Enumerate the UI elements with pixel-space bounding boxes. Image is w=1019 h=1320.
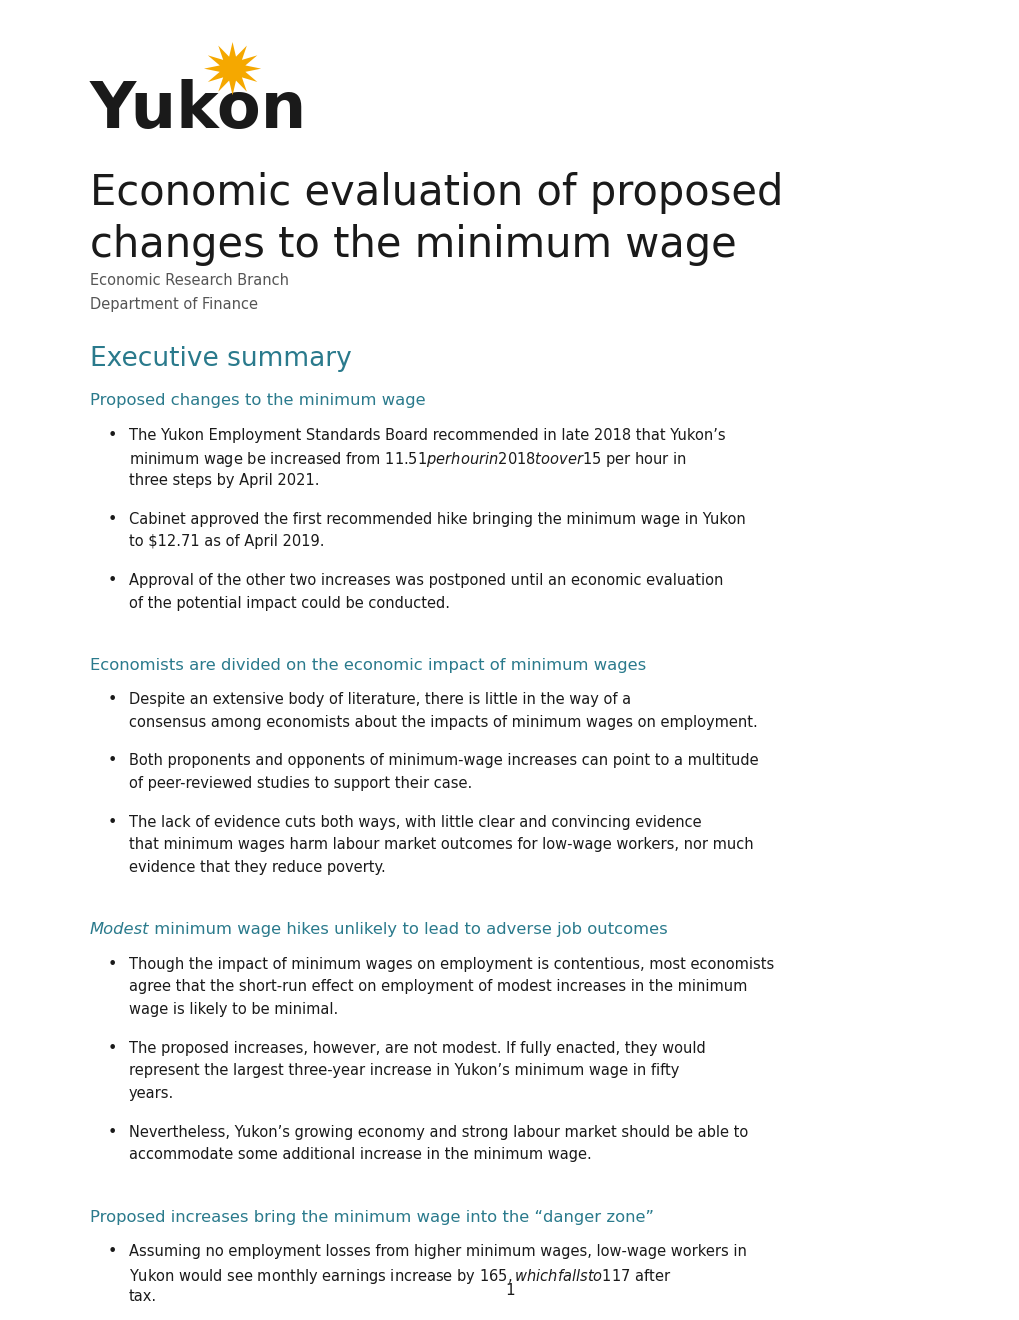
Text: •: • (107, 573, 117, 587)
Text: of peer-reviewed studies to support their case.: of peer-reviewed studies to support thei… (128, 776, 472, 791)
Text: Both proponents and opponents of minimum-wage increases can point to a multitude: Both proponents and opponents of minimum… (128, 754, 757, 768)
Text: The proposed increases, however, are not modest. If fully enacted, they would: The proposed increases, however, are not… (128, 1040, 704, 1056)
Text: tax.: tax. (128, 1290, 157, 1304)
Text: Modest: Modest (90, 923, 149, 937)
Text: changes to the minimum wage: changes to the minimum wage (90, 224, 736, 267)
Text: of the potential impact could be conducted.: of the potential impact could be conduct… (128, 595, 449, 611)
Text: evidence that they reduce poverty.: evidence that they reduce poverty. (128, 861, 385, 875)
Text: three steps by April 2021.: three steps by April 2021. (128, 473, 319, 488)
Text: Executive summary: Executive summary (90, 346, 352, 372)
Text: minimum wage be increased from $11.51 per hour in 2018 to over $15 per hour in: minimum wage be increased from $11.51 pe… (128, 450, 686, 470)
Text: Nevertheless, Yukon’s growing economy and strong labour market should be able to: Nevertheless, Yukon’s growing economy an… (128, 1125, 747, 1139)
Text: The lack of evidence cuts both ways, with little clear and convincing evidence: The lack of evidence cuts both ways, wit… (128, 814, 700, 830)
Text: Proposed changes to the minimum wage: Proposed changes to the minimum wage (90, 393, 425, 408)
Text: Department of Finance: Department of Finance (90, 297, 258, 312)
Text: Economic Research Branch: Economic Research Branch (90, 273, 288, 288)
Text: wage is likely to be minimal.: wage is likely to be minimal. (128, 1002, 337, 1018)
Text: The Yukon Employment Standards Board recommended in late 2018 that Yukon’s: The Yukon Employment Standards Board rec… (128, 428, 725, 442)
Text: Yukon: Yukon (90, 79, 307, 141)
Text: •: • (107, 428, 117, 442)
Text: Yukon would see monthly earnings increase by $165, which falls to $117 after: Yukon would see monthly earnings increas… (128, 1267, 671, 1286)
Text: •: • (107, 692, 117, 708)
Text: Economic evaluation of proposed: Economic evaluation of proposed (90, 172, 783, 214)
Text: represent the largest three-year increase in Yukon’s minimum wage in fifty: represent the largest three-year increas… (128, 1064, 679, 1078)
Text: Proposed increases bring the minimum wage into the “danger zone”: Proposed increases bring the minimum wag… (90, 1209, 653, 1225)
Text: years.: years. (128, 1086, 173, 1101)
Text: Approval of the other two increases was postponed until an economic evaluation: Approval of the other two increases was … (128, 573, 722, 587)
Text: •: • (107, 512, 117, 527)
Text: Economists are divided on the economic impact of minimum wages: Economists are divided on the economic i… (90, 657, 645, 673)
Text: that minimum wages harm labour market outcomes for low-wage workers, nor much: that minimum wages harm labour market ou… (128, 837, 752, 853)
Polygon shape (204, 42, 261, 95)
Text: •: • (107, 754, 117, 768)
Text: Though the impact of minimum wages on employment is contentious, most economists: Though the impact of minimum wages on em… (128, 957, 773, 972)
Text: •: • (107, 1125, 117, 1139)
Text: •: • (107, 1040, 117, 1056)
Text: Cabinet approved the first recommended hike bringing the minimum wage in Yukon: Cabinet approved the first recommended h… (128, 512, 745, 527)
Text: to $12.71 as of April 2019.: to $12.71 as of April 2019. (128, 535, 324, 549)
Text: Despite an extensive body of literature, there is little in the way of a: Despite an extensive body of literature,… (128, 692, 630, 708)
Text: agree that the short-run effect on employment of modest increases in the minimum: agree that the short-run effect on emplo… (128, 979, 746, 994)
Text: •: • (107, 814, 117, 830)
Text: Assuming no employment losses from higher minimum wages, low-wage workers in: Assuming no employment losses from highe… (128, 1243, 746, 1259)
Text: minimum wage hikes unlikely to lead to adverse job outcomes: minimum wage hikes unlikely to lead to a… (149, 923, 667, 937)
Text: 1: 1 (504, 1283, 515, 1299)
Text: •: • (107, 1243, 117, 1259)
Text: consensus among economists about the impacts of minimum wages on employment.: consensus among economists about the imp… (128, 715, 756, 730)
Text: accommodate some additional increase in the minimum wage.: accommodate some additional increase in … (128, 1147, 591, 1163)
Text: •: • (107, 957, 117, 972)
